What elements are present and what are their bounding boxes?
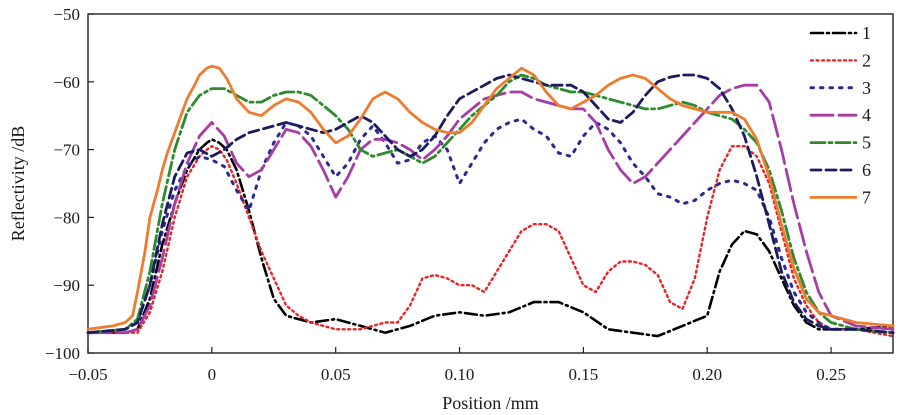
series-line-7 — [86, 64, 895, 331]
series-line-4 — [86, 83, 895, 335]
y-tick-label: −90 — [53, 276, 80, 295]
series-line-6 — [86, 73, 895, 335]
x-tick-label: 0.10 — [445, 365, 475, 384]
legend-label-7: 7 — [862, 187, 871, 207]
x-axis-title: Position /mm — [442, 393, 539, 413]
legend-label-3: 3 — [862, 78, 871, 98]
y-axis-title: Reflectivity /dB — [8, 126, 28, 241]
legend-label-2: 2 — [862, 50, 871, 70]
x-tick-label: 0.25 — [816, 365, 846, 384]
y-tick-label: −100 — [45, 344, 80, 363]
plot-border — [87, 13, 894, 354]
y-tick-label: −50 — [53, 5, 80, 24]
x-tick-label: 0 — [208, 365, 217, 384]
y-tick-label: −60 — [53, 73, 80, 92]
y-tick-label: −80 — [53, 208, 80, 227]
x-tick-label: 0.15 — [569, 365, 599, 384]
axes: −0.05 0 0.05 0.10 0.15 0.20 0.25 −100 −90 −80 −70 −… — [45, 5, 846, 384]
series-line-2 — [86, 145, 895, 338]
legend-label-4: 4 — [862, 105, 871, 125]
x-tick-label: 0.20 — [692, 365, 722, 384]
series-line-1 — [86, 138, 895, 338]
legend-label-1: 1 — [862, 23, 871, 43]
legend: 1 2 3 4 5 6 7 — [809, 23, 871, 207]
series-line-3 — [86, 117, 895, 335]
x-tick-label: −0.05 — [68, 365, 107, 384]
legend-label-6: 6 — [862, 160, 871, 180]
plot-frame — [87, 13, 894, 354]
x-tick-label: 0.05 — [321, 365, 351, 384]
series-layer — [86, 64, 895, 338]
y-tick-label: −70 — [53, 141, 80, 160]
legend-label-5: 5 — [862, 133, 871, 153]
